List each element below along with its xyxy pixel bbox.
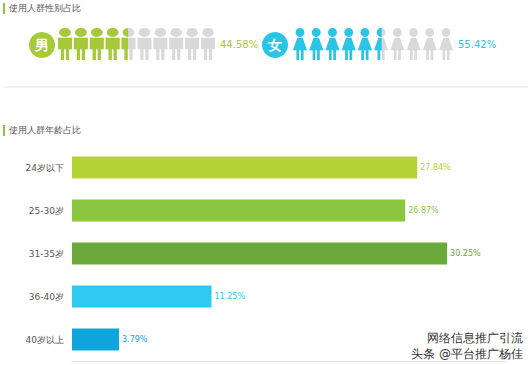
svg-text:26.87%: 26.87%	[408, 206, 439, 215]
svg-text:30.25%: 30.25%	[450, 249, 481, 258]
svg-text:11.25%: 11.25%	[215, 292, 246, 301]
svg-text:女: 女	[267, 37, 282, 53]
svg-text:55.42%: 55.42%	[458, 39, 496, 50]
svg-text:27.84%: 27.84%	[420, 163, 451, 172]
svg-text:使用人群年龄占比: 使用人群年龄占比	[9, 125, 81, 135]
svg-text:25-30岁: 25-30岁	[29, 206, 64, 216]
svg-text:网络信息推广引流: 网络信息推广引流	[427, 331, 523, 345]
svg-text:24岁以下: 24岁以下	[26, 163, 64, 173]
svg-text:3.79%: 3.79%	[122, 335, 148, 344]
svg-text:使用人群性别占比: 使用人群性别占比	[9, 3, 81, 13]
svg-text:31-35岁: 31-35岁	[29, 249, 64, 259]
svg-text:男: 男	[34, 37, 49, 53]
svg-text:36-40岁: 36-40岁	[29, 292, 64, 302]
svg-text:40岁以上: 40岁以上	[26, 335, 64, 345]
svg-text:44.58%: 44.58%	[220, 39, 258, 50]
svg-text:头条 @平台推广杨佳: 头条 @平台推广杨佳	[411, 347, 523, 361]
